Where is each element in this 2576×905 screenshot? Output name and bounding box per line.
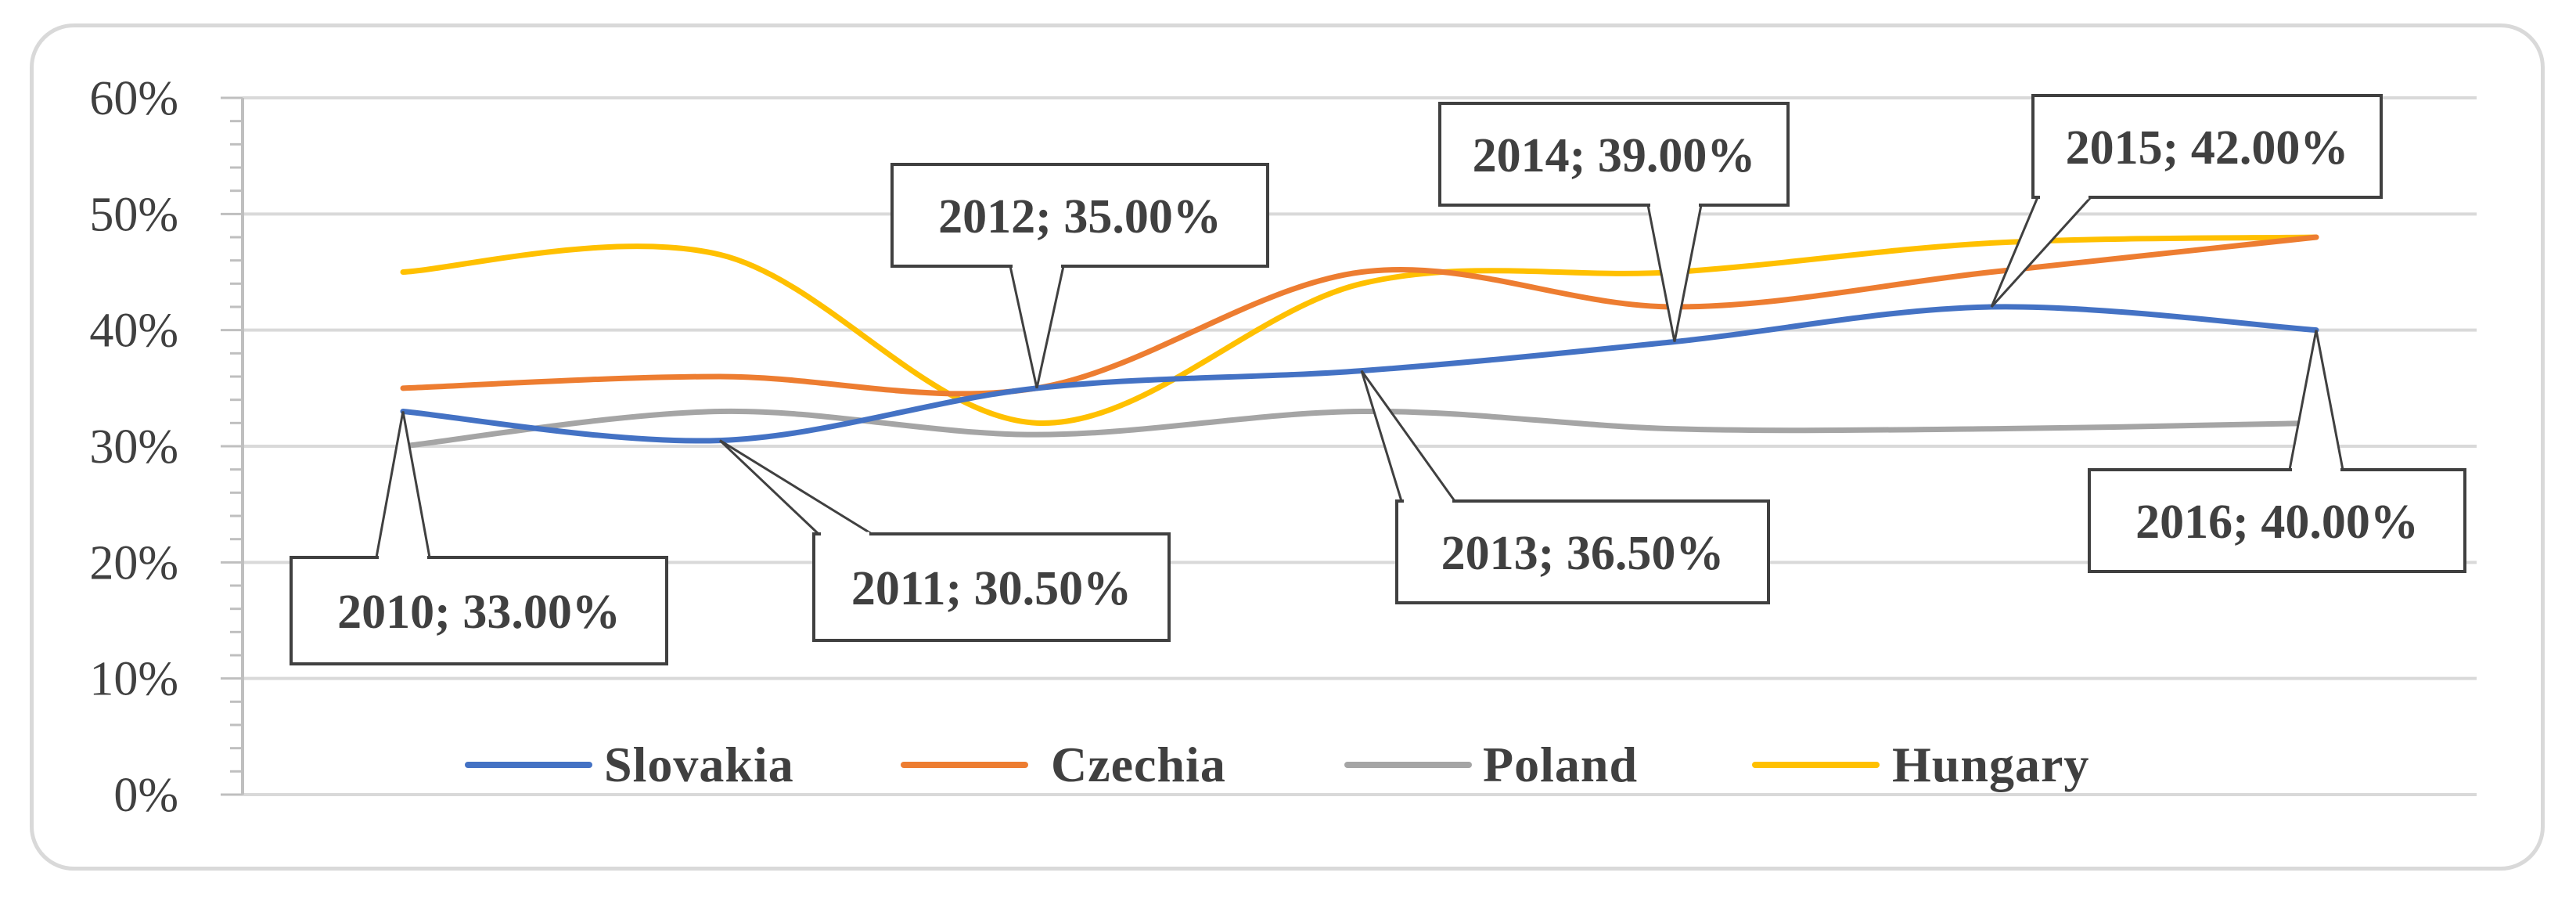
y-tick-label: 0%	[113, 769, 178, 822]
legend-label: Hungary	[1892, 737, 2089, 792]
data-label-callouts: 2010; 33.00% 2011; 30.50% 2012; 35.00% 2013…	[290, 94, 2466, 665]
y-tick-label: 10%	[89, 653, 178, 706]
callout-box	[1395, 499, 1770, 604]
data-label: 2014; 39.00%	[1473, 129, 1756, 182]
series-line-poland	[400, 408, 2319, 449]
gridlines	[243, 96, 2477, 796]
data-label: 2013; 36.50%	[1441, 527, 1725, 580]
data-label: 2016; 40.00%	[2135, 496, 2419, 549]
legend-item-poland: Poland	[1344, 737, 1638, 792]
legend: Slovakia Czechia Poland Hungary	[465, 737, 2089, 792]
series-line-slovakia	[400, 304, 2319, 444]
legend-item-hungary: Hungary	[1752, 737, 2089, 792]
legend-item-slovakia: Slovakia	[465, 737, 794, 792]
y-tick-label: 30%	[89, 420, 178, 474]
callout-pointer	[718, 439, 876, 535]
legend-label: Slovakia	[604, 737, 794, 792]
callout-pointer	[375, 411, 431, 559]
data-label: 2015; 42.00%	[2066, 121, 2349, 175]
legend-item-czechia: Czechia	[901, 737, 1226, 792]
callout-box	[290, 556, 668, 665]
y-axis: 0% 10% 20% 30% 40% 50% 60%	[89, 72, 244, 822]
callout-box	[812, 532, 1171, 642]
callout-box	[890, 163, 1269, 268]
y-tick-label: 60%	[89, 72, 178, 125]
callout-pointer	[1360, 370, 1457, 503]
y-tick-label: 20%	[89, 536, 178, 590]
y-tick-label: 50%	[89, 188, 178, 241]
data-label: 2011; 30.50%	[851, 562, 1131, 615]
series-line-hungary	[400, 234, 2319, 426]
callout-box	[2088, 468, 2466, 573]
callout-box	[1438, 102, 1790, 207]
legend-label: Czechia	[1051, 737, 1226, 792]
data-label: 2010; 33.00%	[337, 586, 621, 639]
callout-pointer	[1009, 265, 1065, 389]
callout-pointer	[2288, 330, 2344, 471]
legend-label: Poland	[1483, 737, 1638, 792]
series-line-czechia	[400, 234, 2319, 397]
series-lines	[400, 234, 2319, 449]
callout-box	[2031, 94, 2383, 199]
data-label: 2012; 35.00%	[938, 190, 1221, 243]
y-tick-label: 40%	[89, 305, 178, 358]
